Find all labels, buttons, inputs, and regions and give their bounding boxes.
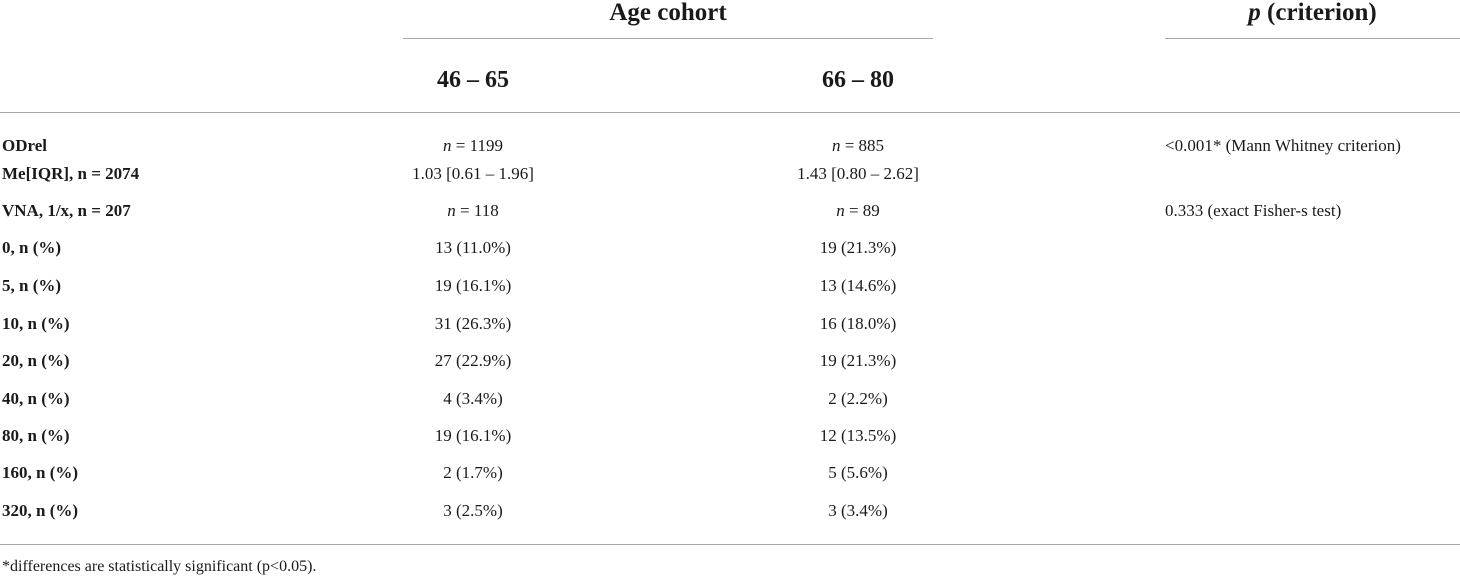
row-label: 5, n (%) (2, 276, 62, 295)
cell-66-80: 3 (3.4%) (828, 501, 888, 520)
cell-46-65: 27 (22.9%) (434, 351, 512, 370)
p-criterion-suffix: (criterion) (1260, 0, 1377, 26)
header-bottom-rule (0, 112, 1460, 113)
p-criterion-underline (1165, 38, 1460, 39)
cell-46-65: 31 (26.3%) (434, 314, 512, 333)
row-label: Me[IQR], n = 2074 (2, 164, 140, 183)
cell-46-65: n = 118 (447, 201, 499, 220)
row-label: 0, n (%) (2, 238, 62, 257)
cell-66-80: 5 (5.6%) (828, 463, 888, 482)
cell-46-65: 19 (16.1%) (434, 426, 512, 445)
age-cohort-underline (403, 38, 933, 39)
cell-p-value: <0.001* (Mann Whitney criterion) (1165, 136, 1401, 155)
table-bottom-rule (0, 544, 1460, 545)
cell-46-65: n = 1199 (443, 136, 503, 155)
cell-66-80: n = 885 (831, 136, 885, 155)
row-label: ODrel (2, 136, 48, 155)
row-label: VNA, 1/x, n = 207 (2, 201, 131, 220)
cell-66-80: 2 (2.2%) (828, 389, 888, 408)
age-cohort-header: Age cohort (609, 0, 727, 26)
row-label: 10, n (%) (2, 314, 70, 333)
cell-46-65: 13 (11.0%) (435, 238, 511, 257)
row-label: 20, n (%) (2, 351, 70, 370)
cell-66-80: n = 89 (836, 201, 880, 220)
cell-66-80: 19 (21.3%) (819, 238, 897, 257)
cell-66-80: 19 (21.3%) (819, 351, 897, 370)
row-label: 80, n (%) (2, 426, 70, 445)
cell-46-65: 19 (16.1%) (434, 276, 512, 295)
cell-66-80: 12 (13.5%) (819, 426, 897, 445)
col-66-80-header: 66 – 80 (822, 67, 894, 93)
cell-46-65: 2 (1.7%) (443, 463, 503, 482)
row-label: 160, n (%) (2, 463, 79, 482)
p-variable: p (1248, 0, 1261, 26)
cell-66-80: 16 (18.0%) (819, 314, 897, 333)
cell-46-65: 4 (3.4%) (443, 389, 503, 408)
cell-p-value: 0.333 (exact Fisher-s test) (1165, 201, 1342, 220)
row-label: 40, n (%) (2, 389, 70, 408)
col-46-65-header: 46 – 65 (437, 67, 509, 93)
cell-46-65: 3 (2.5%) (443, 501, 503, 520)
cell-66-80: 13 (14.6%) (819, 276, 897, 295)
footnote: *differences are statistically significa… (2, 558, 317, 575)
p-criterion-header: p (criterion) (1165, 0, 1460, 26)
cell-66-80: 1.43 [0.80 – 2.62] (797, 164, 919, 183)
row-label: 320, n (%) (2, 501, 79, 520)
cell-46-65: 1.03 [0.61 – 1.96] (412, 164, 534, 183)
